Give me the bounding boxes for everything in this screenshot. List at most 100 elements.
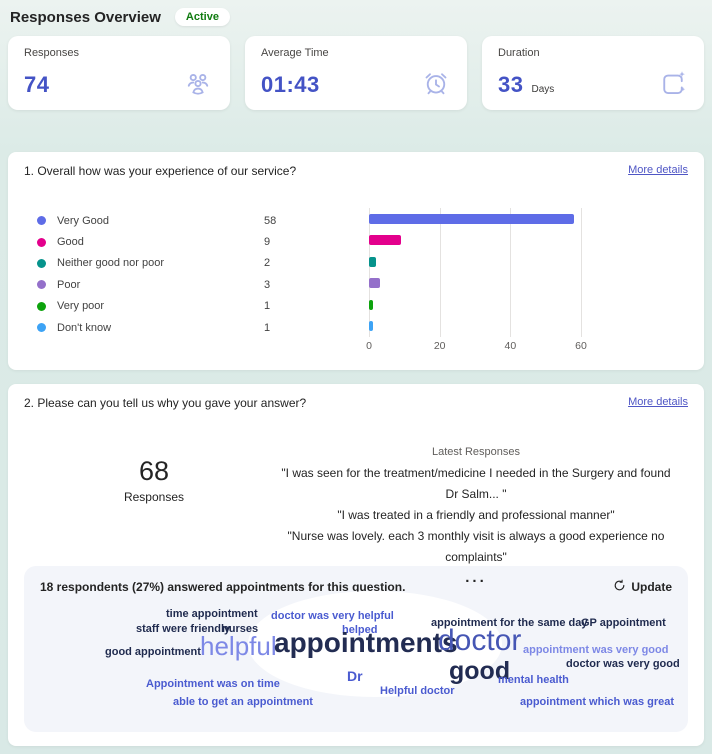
calendar-add-icon <box>658 68 688 98</box>
legend-label: Very poor <box>57 300 105 313</box>
q2-content: 68 Responses Latest Responses "I was see… <box>24 418 688 586</box>
legend-item: Poor 3 <box>37 274 369 295</box>
bar-neither-good-nor-poor <box>369 256 377 267</box>
cloud-word[interactable]: appointment which was great <box>520 696 675 708</box>
cloud-word[interactable]: doctor was very good <box>566 658 680 670</box>
responses-count: 74 <box>24 72 50 97</box>
cloud-word[interactable]: good <box>449 657 511 685</box>
stat-label: Average Time <box>261 47 329 59</box>
stat-label: Responses <box>24 47 80 59</box>
latest-responses: Latest Responses "I was seen for the tre… <box>274 446 678 586</box>
latest-response-quote: "I was seen for the treatment/medicine I… <box>281 466 671 501</box>
latest-response-quote: "I was treated in a friendly and profess… <box>337 508 615 522</box>
duration-value: 33 <box>498 72 524 97</box>
people-icon <box>182 68 214 98</box>
duration-unit: Days <box>531 84 555 95</box>
cloud-word[interactable]: Appointment was on time <box>146 678 280 690</box>
stat-card-average-time: Average Time 01:43 <box>245 36 467 110</box>
average-time-value: 01:43 <box>261 72 320 97</box>
update-button[interactable]: Update <box>613 579 672 595</box>
bar-good <box>369 235 401 246</box>
x-tick-label: 60 <box>575 340 587 352</box>
x-tick-label: 40 <box>504 340 517 352</box>
legend-dot <box>37 323 46 333</box>
q2-responses-count: 68 <box>138 456 170 486</box>
cloud-word[interactable]: helped <box>342 624 378 636</box>
legend-label: Poor <box>57 278 81 291</box>
legend-item: Good 9 <box>37 231 369 252</box>
cloud-word[interactable]: good appointment <box>105 646 201 658</box>
cloud-word[interactable]: able to get an appointment <box>173 696 313 708</box>
legend-item: Very poor 1 <box>37 296 369 317</box>
legend-label: Good <box>57 236 84 249</box>
legend-count: 2 <box>264 257 271 270</box>
gridline <box>510 208 512 337</box>
responses-summary: 68 Responses <box>69 456 239 504</box>
cloud-word[interactable]: time appointment <box>166 608 258 620</box>
legend-label: Neither good nor poor <box>57 257 165 270</box>
bar-very-good <box>369 214 574 224</box>
q2-responses-label: Responses <box>123 490 185 504</box>
status-badge: Active <box>174 8 230 26</box>
cloud-word[interactable]: appointments <box>274 627 458 658</box>
gridline <box>439 208 441 337</box>
legend-dot <box>37 258 46 268</box>
word-cloud: time appointment doctor was very helpful s… <box>40 591 680 717</box>
update-label: Update <box>631 580 672 594</box>
latest-response-quote: "Nurse was lovely. each 3 monthly visit … <box>287 529 665 564</box>
q1-x-axis: 0 20 40 60 <box>366 340 669 356</box>
x-tick-label: 20 <box>433 340 446 352</box>
cloud-word[interactable]: GP appointment <box>581 617 666 629</box>
legend-count: 1 <box>264 321 271 334</box>
stat-card-duration: Duration 33 Days <box>482 36 704 110</box>
legend-dot <box>37 280 46 290</box>
cloud-word[interactable]: helpful <box>200 631 277 661</box>
cloud-word[interactable]: doctor was very helpful <box>271 610 394 622</box>
gridline <box>581 208 582 337</box>
cloud-word[interactable]: appointment was very good <box>523 644 669 656</box>
stats-row: Responses 74 Average Time 01:43 <box>8 36 704 110</box>
legend-dot <box>37 216 46 226</box>
legend-dot <box>37 237 46 247</box>
gridline <box>369 208 370 337</box>
alarm-clock-icon <box>421 68 451 98</box>
legend-label: Don't know <box>57 321 112 334</box>
question1-title: 1. Overall how was your experience of ou… <box>24 164 297 178</box>
stat-card-responses: Responses 74 <box>8 36 230 110</box>
legend-item: Don't know 1 <box>37 317 369 338</box>
question2-more-details-link[interactable]: More details <box>628 396 688 408</box>
question2-title: 2. Please can you tell us why you gave y… <box>24 396 307 410</box>
bar-poor <box>369 278 380 289</box>
word-cloud-summary: 18 respondents (27%) answered appointmen… <box>40 580 406 594</box>
q1-legend: Very Good 58 Good 9 Neither good nor poor 2 Po… <box>24 208 369 356</box>
q1-plot-area <box>369 208 669 337</box>
cloud-word[interactable]: staff were friendly <box>136 623 231 635</box>
latest-responses-title: Latest Responses <box>431 446 521 458</box>
legend-dot <box>37 301 46 311</box>
cloud-word[interactable]: doctor <box>438 624 522 657</box>
legend-item: Neither good nor poor 2 <box>37 253 369 274</box>
legend-count: 3 <box>264 278 271 291</box>
cloud-background-blob <box>248 591 502 697</box>
cloud-word[interactable]: Helpful doctor <box>380 685 455 697</box>
legend-count: 58 <box>264 214 277 227</box>
bar-very-poor <box>369 299 373 310</box>
more-responses-ellipsis[interactable]: ... <box>465 569 487 586</box>
cloud-word[interactable]: Dr <box>347 668 363 684</box>
bar-don-t-know <box>369 321 373 331</box>
question2-card: 2. Please can you tell us why you gave y… <box>8 384 704 746</box>
legend-label: Very Good <box>57 214 109 227</box>
legend-count: 1 <box>264 300 271 313</box>
stat-label: Duration <box>498 47 540 59</box>
q1-bar-chart: 0 20 40 60 <box>366 208 688 356</box>
cloud-word[interactable]: mental health <box>498 674 569 686</box>
page-title: Responses Overview <box>10 8 161 26</box>
x-tick-label: 0 <box>366 340 372 352</box>
question1-more-details-link[interactable]: More details <box>628 164 688 176</box>
word-cloud-panel: 18 respondents (27%) answered appointmen… <box>24 566 688 732</box>
page-header: Responses Overview Active <box>8 6 704 36</box>
question1-card: 1. Overall how was your experience of ou… <box>8 152 704 370</box>
cloud-word[interactable]: appointment for the same day <box>431 617 588 629</box>
cloud-word[interactable]: nurses <box>222 623 259 635</box>
